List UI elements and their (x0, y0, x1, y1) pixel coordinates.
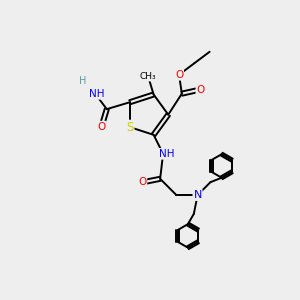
Text: S: S (126, 121, 134, 134)
Text: H: H (79, 76, 87, 86)
Text: O: O (175, 70, 183, 80)
Text: O: O (196, 85, 205, 94)
Text: NH: NH (159, 149, 174, 159)
Text: O: O (138, 177, 146, 188)
Text: O: O (98, 122, 106, 132)
Text: NH: NH (89, 89, 104, 99)
Text: CH₃: CH₃ (140, 72, 156, 81)
Text: N: N (194, 190, 202, 200)
